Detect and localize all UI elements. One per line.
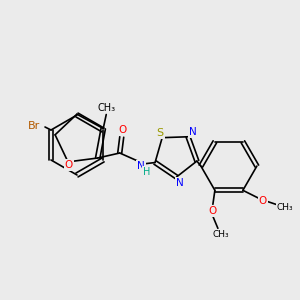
Text: CH₃: CH₃ (97, 103, 115, 112)
Text: H: H (143, 167, 150, 177)
Text: N: N (176, 178, 183, 188)
Text: O: O (259, 196, 267, 206)
Text: N: N (137, 161, 145, 171)
Text: N: N (189, 127, 197, 137)
Text: CH₃: CH₃ (277, 203, 293, 212)
Text: O: O (65, 160, 73, 170)
Text: S: S (157, 128, 164, 138)
Text: CH₃: CH₃ (213, 230, 229, 239)
Text: O: O (118, 125, 127, 135)
Text: Br: Br (28, 121, 40, 131)
Text: O: O (209, 206, 217, 216)
